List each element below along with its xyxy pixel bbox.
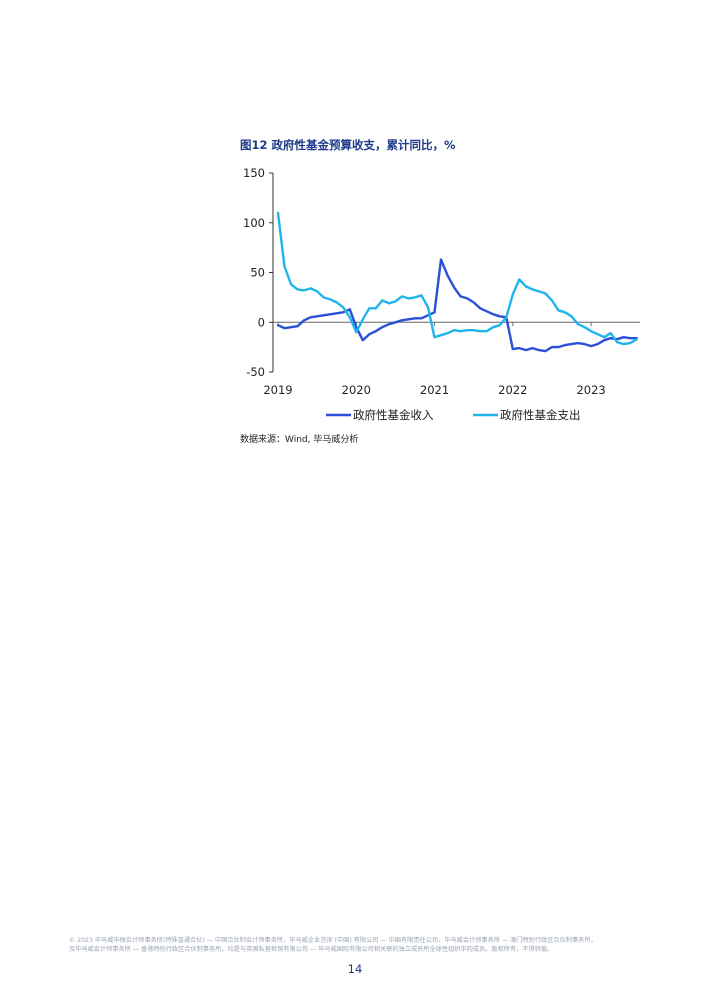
series-line-1: [276, 211, 638, 346]
figure-title: 图12 政府性基金预算收支，累计同比，%: [240, 138, 456, 152]
y-tick-label: 150: [243, 166, 265, 180]
x-tick-label: 2021: [420, 383, 449, 397]
x-tick-label: 2020: [342, 383, 371, 397]
y-tick-label: 0: [258, 315, 265, 329]
legend-label-1: 政府性基金支出: [500, 408, 581, 422]
y-tick-label: 100: [243, 216, 265, 230]
series-line-0: [276, 258, 638, 353]
x-tick-label: 2023: [576, 383, 605, 397]
x-tick-label: 2022: [498, 383, 527, 397]
y-tick-label: -50: [246, 365, 265, 379]
legend-label-0: 政府性基金收入: [353, 408, 434, 422]
y-tick-label: 50: [250, 266, 265, 280]
chart-legend: 政府性基金收入 政府性基金支出: [326, 408, 581, 422]
x-tick-label: 2019: [263, 383, 292, 397]
chart-axes: -50 0 50 100 150 2019 2020 2021 2022 2023: [243, 166, 640, 397]
footer-line-2: 及毕马威会计师事务所 — 香港特别行政区合伙制事务所，均是与英国私营担保有限公司…: [69, 945, 554, 953]
data-source-note: 数据来源：Wind, 毕马威分析: [240, 435, 359, 445]
page-number: 14: [347, 962, 363, 976]
footer-line-1: © 2023 毕马威华振会计师事务所(特殊普通合伙) — 中国合伙制会计师事务所…: [69, 937, 597, 944]
chart-series: [276, 211, 638, 353]
copyright-footer: © 2023 毕马威华振会计师事务所(特殊普通合伙) — 中国合伙制会计师事务所…: [69, 937, 649, 954]
